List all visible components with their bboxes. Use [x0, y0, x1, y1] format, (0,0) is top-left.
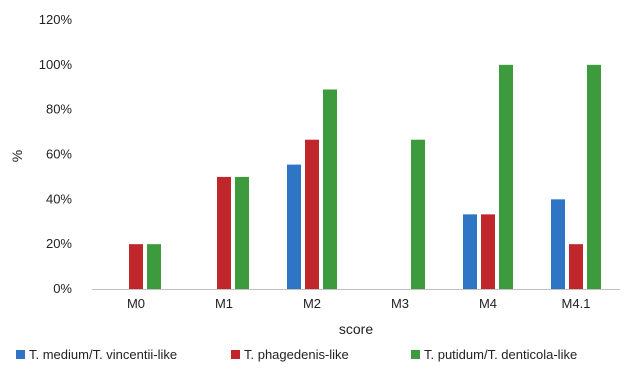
y-axis-ticks: 0% 20% 40% 60% 80% 100% 120% — [39, 12, 73, 296]
bar-m4-series-3 — [499, 64, 513, 289]
bar-m2-series-1 — [287, 164, 301, 289]
bars-group — [129, 64, 601, 289]
bar-m4-series-2 — [481, 214, 495, 289]
x-tick-label: M4.1 — [562, 296, 591, 311]
bar-m4-series-1 — [463, 214, 477, 289]
bar-m2-series-2 — [305, 139, 319, 289]
legend-label-1: T. medium/T. vincentii-like — [29, 347, 177, 362]
bar-m4-1-series-1 — [551, 199, 565, 289]
y-tick-label: 20% — [46, 236, 72, 251]
y-tick-label: 100% — [39, 57, 73, 72]
bar-m1-series-3 — [235, 176, 249, 289]
legend-swatch-3 — [411, 350, 420, 359]
legend-label-3: T. putidum/T. denticola-like — [424, 347, 577, 362]
bar-m0-series-2 — [129, 244, 143, 289]
y-tick-label: 80% — [46, 102, 72, 117]
legend-swatch-2 — [231, 350, 240, 359]
bar-m0-series-3 — [147, 244, 161, 289]
y-tick-label: 0% — [53, 281, 72, 296]
bar-m4-1-series-2 — [569, 244, 583, 289]
x-tick-label: M3 — [391, 296, 409, 311]
y-tick-label: 60% — [46, 147, 72, 162]
x-tick-label: M2 — [303, 296, 321, 311]
y-axis-title: % — [9, 150, 25, 162]
bar-m1-series-2 — [217, 176, 231, 289]
legend-swatch-1 — [16, 350, 25, 359]
x-tick-label: M4 — [479, 296, 497, 311]
legend-label-2: T. phagedenis-like — [244, 347, 349, 362]
x-tick-label: M0 — [127, 296, 145, 311]
legend: T. medium/T. vincentii-like T. phagedenis… — [16, 347, 577, 362]
x-axis-ticks: M0 M1 M2 M3 M4 M4.1 — [127, 296, 590, 311]
x-axis-title: score — [339, 321, 373, 337]
bar-m3-series-3 — [411, 139, 425, 289]
bar-m4-1-series-3 — [587, 64, 601, 289]
x-tick-label: M1 — [215, 296, 233, 311]
bar-m2-series-3 — [323, 89, 337, 289]
y-tick-label: 40% — [46, 191, 72, 206]
y-tick-label: 120% — [39, 12, 73, 27]
